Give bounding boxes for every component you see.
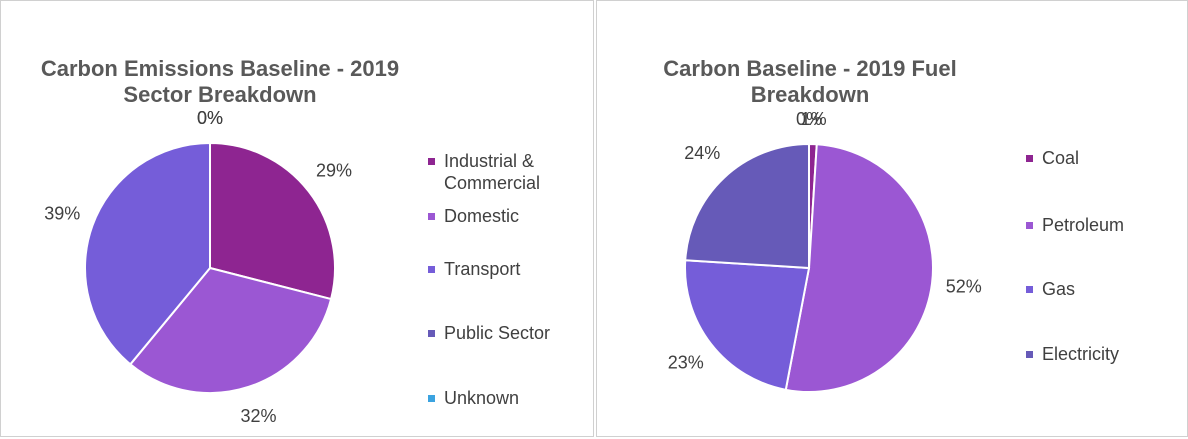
legend-entry: Petroleum <box>1026 214 1188 236</box>
pie-slice <box>684 142 810 270</box>
pie-slice <box>128 266 333 394</box>
legend-swatch <box>428 330 435 337</box>
legend-entry: Transport <box>428 258 594 280</box>
legend-swatch <box>428 395 435 402</box>
legend-swatch <box>1026 222 1033 229</box>
legend-entry: Industrial & Commercial <box>428 150 594 194</box>
panel <box>0 0 594 437</box>
legend-swatch <box>428 158 435 165</box>
legend-entry: Unknown <box>428 387 594 409</box>
data-label: 24% <box>684 143 720 163</box>
legend-entry: Public Sector <box>428 322 594 344</box>
data-label: 0% <box>796 109 822 129</box>
legend-swatch <box>1026 155 1033 162</box>
pie-slice <box>84 141 211 366</box>
data-label: 39% <box>44 204 80 224</box>
data-label: 52% <box>946 276 982 296</box>
legend-swatch <box>428 213 435 220</box>
data-label: 0% <box>197 108 223 128</box>
legend-swatch <box>1026 351 1033 358</box>
data-label: 32% <box>241 406 277 426</box>
data-label: 29% <box>316 161 352 181</box>
legend-entry: Electricity <box>1026 343 1188 365</box>
legend-entry: Domestic <box>428 205 594 227</box>
legend-swatch <box>1026 286 1033 293</box>
data-label: 23% <box>668 352 704 372</box>
legend-entry: Gas <box>1026 278 1188 300</box>
pie-slice <box>209 141 336 301</box>
chart-title: Carbon Emissions Baseline - 2019 Sector … <box>40 56 400 107</box>
pie-slice <box>684 259 811 391</box>
chart-title: Carbon Baseline - 2019 Fuel Breakdown <box>663 56 957 107</box>
legend-entry: Coal <box>1026 147 1188 169</box>
pie-slice <box>784 143 934 393</box>
legend-swatch <box>428 266 435 273</box>
data-label: 0% <box>197 108 223 128</box>
data-label: 1% <box>801 109 827 129</box>
